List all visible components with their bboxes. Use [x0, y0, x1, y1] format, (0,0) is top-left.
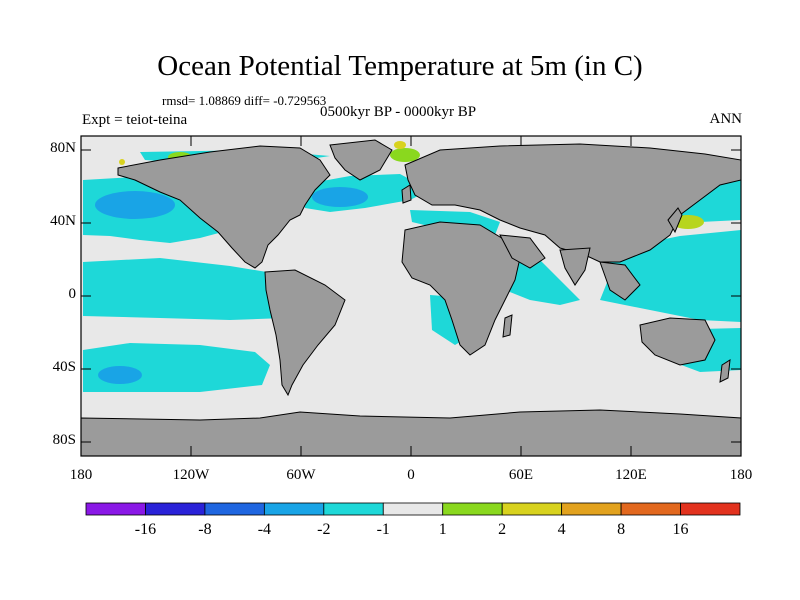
colorbar-swatch — [442, 502, 503, 516]
south-pacific-strong-cool — [98, 366, 142, 384]
svalbard-warm-patch — [394, 141, 406, 149]
colorbar-label: -1 — [376, 521, 390, 538]
y-tick-40n: 40N — [50, 213, 76, 229]
australia — [639, 317, 716, 366]
colorbar — [85, 502, 741, 516]
colorbar-swatch — [501, 502, 563, 516]
period-label: 0500kyr BP - 0000kyr BP — [320, 104, 477, 120]
new-zealand — [719, 359, 731, 383]
axis-ticks — [80, 136, 742, 456]
experiment-label: Expt = teiot-teina — [82, 112, 188, 128]
north-pacific-strong-cool — [95, 191, 175, 219]
strong-cool-regions — [95, 187, 368, 384]
uk — [401, 184, 412, 204]
land-masses — [80, 139, 742, 457]
arabia — [499, 234, 546, 269]
colorbar-label: -4 — [257, 521, 272, 538]
colorbar-label: 16 — [672, 521, 689, 538]
x-tick-60w: 60W — [286, 467, 316, 483]
colorbar-label: 1 — [438, 521, 447, 538]
colorbar-label: -8 — [198, 521, 212, 538]
europe-asia — [404, 143, 742, 263]
colorbar-swatch — [680, 502, 741, 516]
colorbar-label: -16 — [134, 521, 157, 538]
colorbar-label: 8 — [617, 521, 626, 538]
y-tick-0: 0 — [68, 286, 77, 302]
y-tick-80s: 80S — [52, 432, 76, 448]
bering-warm-dot — [119, 159, 125, 165]
colorbar-label: -2 — [317, 521, 331, 538]
colorbar-label: 4 — [557, 521, 566, 538]
colorbar-swatch — [323, 502, 384, 516]
colorbar-swatch — [145, 502, 206, 516]
south-america — [264, 269, 346, 397]
colorbar-swatch — [561, 502, 622, 516]
africa — [401, 221, 521, 356]
colorbar-swatch — [382, 502, 444, 516]
colorbar-swatch — [204, 502, 265, 516]
japan — [667, 207, 683, 234]
madagascar — [502, 314, 513, 338]
x-tick-120e: 120E — [615, 467, 647, 483]
greenland — [329, 139, 393, 181]
colorbar-swatch — [263, 502, 325, 516]
x-tick-180-right: 180 — [729, 467, 753, 483]
colorbar-swatch — [85, 502, 146, 516]
y-tick-40s: 40S — [52, 359, 76, 375]
x-tick-60e: 60E — [508, 467, 534, 483]
barents-warm-patch — [390, 148, 420, 162]
season-label: ANN — [709, 111, 743, 127]
north-atlantic-strong-cool — [312, 187, 368, 207]
stats-text: rmsd= 1.08869 diff= -0.729563 — [162, 93, 327, 108]
india — [559, 247, 591, 286]
north-america — [117, 145, 331, 269]
southeast-asia — [599, 261, 641, 301]
x-tick-120w: 120W — [172, 467, 210, 483]
x-tick-0: 0 — [407, 467, 415, 483]
tropical-pacific-cool — [83, 258, 285, 320]
colorbar-label: 2 — [498, 521, 507, 538]
y-tick-80n: 80N — [50, 140, 76, 156]
plot-title: Ocean Potential Temperature at 5m (in C) — [157, 50, 643, 82]
colorbar-swatch — [620, 502, 681, 516]
x-tick-180-left: 180 — [69, 467, 93, 483]
